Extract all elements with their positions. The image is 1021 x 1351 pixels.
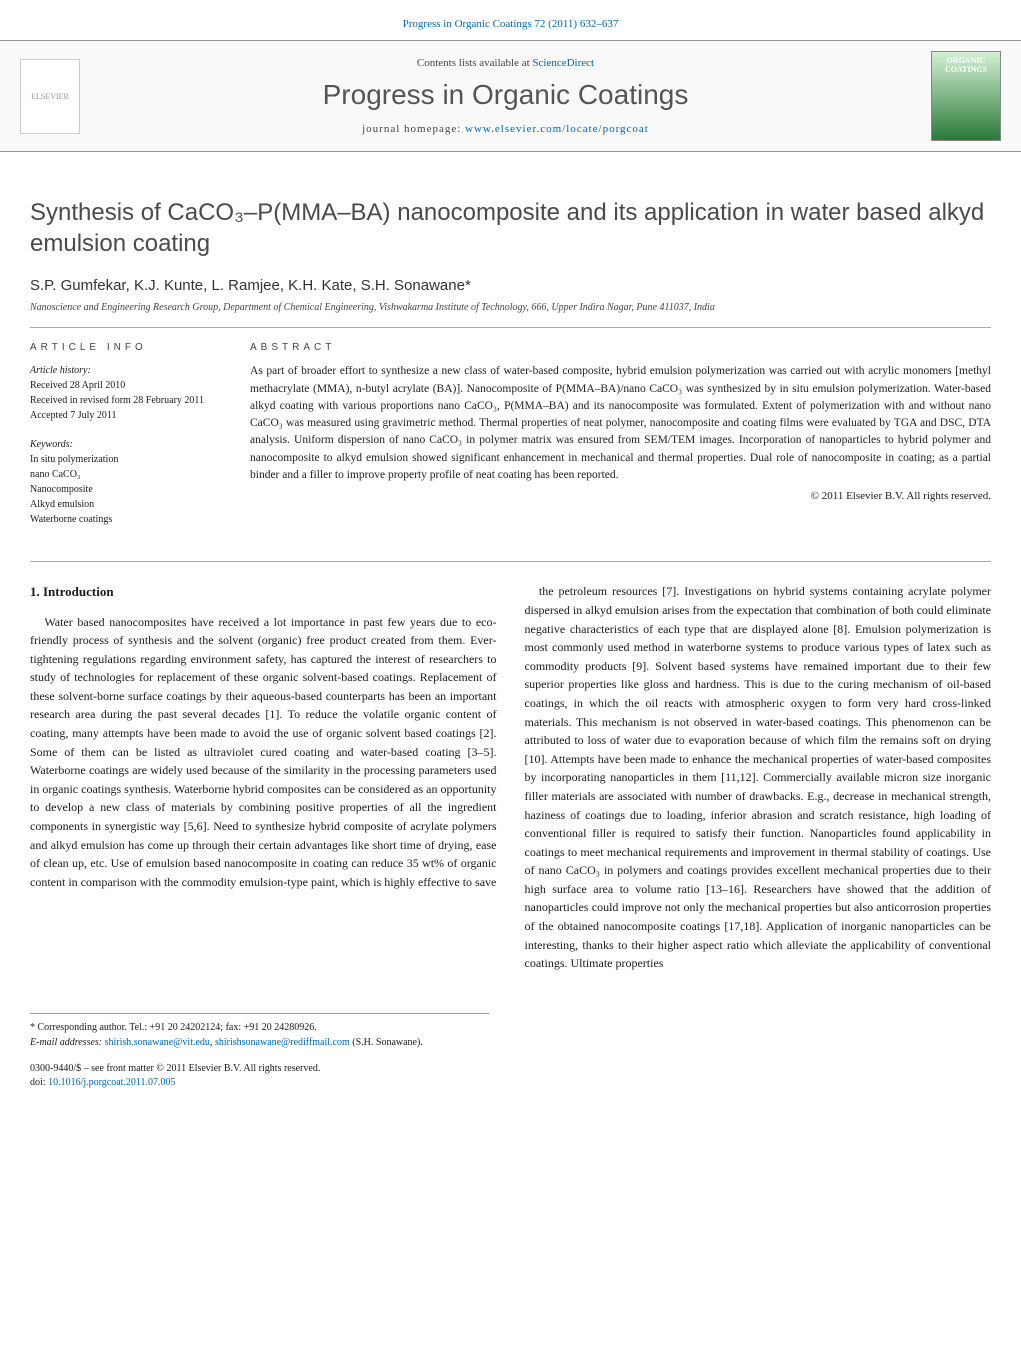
- elsevier-logo: ELSEVIER: [20, 59, 80, 134]
- email-suffix: (S.H. Sonawane).: [352, 1037, 423, 1048]
- cover-label: ORGANIC COATINGS: [936, 56, 996, 74]
- abstract-heading: abstract: [250, 342, 991, 353]
- history-label: Article history:: [30, 363, 230, 378]
- article-title: Synthesis of CaCO₃–P(MMA–BA) nanocomposi…: [30, 197, 991, 259]
- body-column-right: the petroleum resources [7]. Investigati…: [525, 582, 992, 972]
- accepted-date: Accepted 7 July 2011: [30, 408, 230, 423]
- keyword: Alkyd emulsion: [30, 497, 230, 512]
- abstract-copyright: © 2011 Elsevier B.V. All rights reserved…: [250, 490, 991, 502]
- article-info-heading: article info: [30, 342, 230, 353]
- keywords-label: Keywords:: [30, 437, 230, 452]
- section-heading: 1. Introduction: [30, 582, 497, 602]
- author-list: S.P. Gumfekar, K.J. Kunte, L. Ramjee, K.…: [30, 277, 991, 294]
- email-label: E-mail addresses:: [30, 1037, 105, 1048]
- article-history-block: Article history: Received 28 April 2010 …: [30, 363, 230, 423]
- keywords-block: Keywords: In situ polymerization nano Ca…: [30, 437, 230, 527]
- contents-line: Contents lists available at ScienceDirec…: [80, 57, 931, 69]
- elsevier-logo-text: ELSEVIER: [31, 92, 69, 101]
- email-line: E-mail addresses: shirish.sonawane@vit.e…: [30, 1035, 489, 1050]
- journal-name: Progress in Organic Coatings: [80, 79, 931, 111]
- doi-prefix: doi:: [30, 1077, 46, 1088]
- corresponding-author-note: * Corresponding author. Tel.: +91 20 242…: [30, 1020, 489, 1035]
- doi-link[interactable]: 10.1016/j.porgcoat.2011.07.005: [48, 1077, 176, 1088]
- body-paragraph: the petroleum resources [7]. Investigati…: [525, 582, 992, 972]
- keyword: Nanocomposite: [30, 482, 230, 497]
- journal-cover-thumbnail: ORGANIC COATINGS: [931, 51, 1001, 141]
- keyword: nano CaCO₃: [30, 467, 230, 482]
- banner-center: Contents lists available at ScienceDirec…: [80, 57, 931, 135]
- email-link[interactable]: shirish.sonawane@vit.edu: [105, 1037, 210, 1048]
- affiliation: Nanoscience and Engineering Research Gro…: [30, 302, 991, 313]
- keyword: Waterborne coatings: [30, 512, 230, 527]
- article-info-column: article info Article history: Received 2…: [30, 342, 250, 541]
- abstract-column: abstract As part of broader effort to sy…: [250, 342, 991, 541]
- doi-line: doi: 10.1016/j.porgcoat.2011.07.005: [30, 1076, 991, 1090]
- revised-date: Received in revised form 28 February 201…: [30, 393, 230, 408]
- email-link[interactable]: shirishsonawane@rediffmail.com: [215, 1037, 350, 1048]
- footer-meta: 0300-9440/$ – see front matter © 2011 El…: [30, 1062, 991, 1090]
- citation-link[interactable]: Progress in Organic Coatings 72 (2011) 6…: [403, 18, 619, 30]
- journal-banner: ELSEVIER Contents lists available at Sci…: [0, 40, 1021, 152]
- homepage-line: journal homepage: www.elsevier.com/locat…: [80, 123, 931, 135]
- homepage-prefix: journal homepage:: [362, 123, 465, 135]
- abstract-text: As part of broader effort to synthesize …: [250, 363, 991, 484]
- contents-prefix: Contents lists available at: [417, 57, 532, 69]
- keyword: In situ polymerization: [30, 452, 230, 467]
- body-column-left: 1. Introduction Water based nanocomposit…: [30, 582, 497, 972]
- divider: [30, 561, 991, 562]
- body-paragraph: Water based nanocomposites have received…: [30, 613, 497, 892]
- sciencedirect-link[interactable]: ScienceDirect: [532, 57, 594, 69]
- homepage-link[interactable]: www.elsevier.com/locate/porgcoat: [465, 123, 649, 135]
- received-date: Received 28 April 2010: [30, 378, 230, 393]
- footnotes: * Corresponding author. Tel.: +91 20 242…: [30, 1013, 489, 1050]
- issn-line: 0300-9440/$ – see front matter © 2011 El…: [30, 1062, 991, 1076]
- running-header: Progress in Organic Coatings 72 (2011) 6…: [0, 0, 1021, 40]
- body-columns: 1. Introduction Water based nanocomposit…: [30, 582, 991, 972]
- info-abstract-row: article info Article history: Received 2…: [30, 328, 991, 561]
